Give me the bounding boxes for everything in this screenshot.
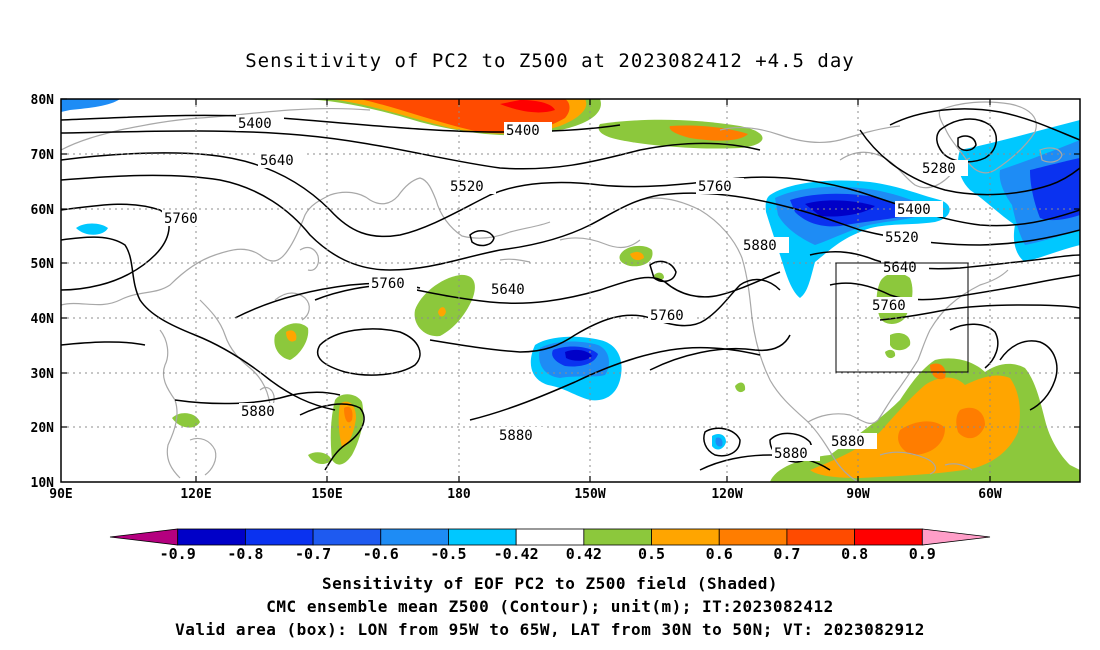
colorbar-swatch (312, 528, 382, 546)
colorbar-swatch (109, 528, 179, 546)
lon-label: 120W (711, 487, 742, 502)
colorbar-label: 0.8 (841, 545, 868, 563)
lon-label: 90W (846, 487, 870, 502)
shade-negative-nw (61, 99, 120, 112)
caption-line-2: CMC ensemble mean Z500 (Contour); unit(m… (266, 597, 834, 616)
colorbar-label: 0.7 (773, 545, 800, 563)
svg-text:5400: 5400 (897, 202, 931, 218)
lat-label: 50N (31, 257, 55, 272)
svg-text:5640: 5640 (491, 282, 525, 298)
svg-text:5760: 5760 (650, 308, 684, 324)
lon-label: 180 (447, 487, 471, 502)
colorbar-swatch (244, 528, 314, 546)
colorbar-swatch (515, 528, 585, 546)
colorbar-swatch (583, 528, 652, 546)
colorbar-label: -0.5 (430, 545, 466, 563)
svg-text:5760: 5760 (872, 298, 906, 314)
colorbar-label: -0.9 (160, 545, 196, 563)
lat-label: 20N (31, 421, 55, 436)
colorbar-label: 0.5 (638, 545, 665, 563)
shade-negative-atl-core (1030, 158, 1080, 221)
sensitivity-shading (61, 99, 1080, 482)
svg-text:5640: 5640 (883, 260, 917, 276)
longitude-labels: 90E 120E 150E 180 150W 120W 90W 60W (49, 487, 1002, 502)
lat-label: 30N (31, 367, 55, 382)
tick-marks (61, 98, 1080, 482)
svg-text:5520: 5520 (450, 179, 484, 195)
chart-title: Sensitivity of PC2 to Z500 at 2023082412… (245, 50, 855, 72)
colorbar-swatch (448, 528, 517, 546)
graticule (61, 99, 1080, 482)
svg-text:5880: 5880 (774, 446, 808, 462)
colorbar-swatch (854, 528, 923, 546)
colorbar-label: -0.6 (363, 545, 399, 563)
shade-positive-japan (274, 323, 309, 360)
latitude-labels: 80N 70N 60N 50N 40N 30N 20N 10N (31, 93, 55, 491)
colorbar-label: 0.9 (909, 545, 936, 563)
svg-text:5880: 5880 (499, 428, 533, 444)
lat-label: 10N (31, 476, 55, 491)
svg-text:5640: 5640 (260, 153, 294, 169)
lon-label: 150W (574, 487, 605, 502)
svg-text:5760: 5760 (371, 276, 405, 292)
caption-line-1: Sensitivity of EOF PC2 to Z500 field (Sh… (322, 574, 778, 593)
svg-text:5280: 5280 (922, 161, 956, 177)
colorbar-swatch (921, 528, 991, 546)
svg-text:5880: 5880 (831, 434, 865, 450)
shade-negative-cp-peak (565, 349, 592, 361)
lat-label: 80N (31, 93, 55, 108)
lat-label: 60N (31, 203, 55, 218)
colorbar-swatch (718, 528, 788, 546)
lon-label: 90E (49, 487, 72, 502)
shade-negative-west (76, 223, 108, 235)
lat-label: 70N (31, 148, 55, 163)
svg-text:5760: 5760 (164, 211, 198, 227)
svg-text:5880: 5880 (743, 238, 777, 254)
shade-positive-arctic-east-core (669, 125, 748, 141)
lon-label: 120E (180, 487, 211, 502)
lon-label: 150E (311, 487, 342, 502)
shade-negative-na-peak (805, 200, 875, 217)
caption-line-3: Valid area (box): LON from 95W to 65W, L… (175, 620, 925, 639)
contour-labels: 5400 5400 5640 5520 5760 5760 5880 5280 … (162, 115, 968, 462)
colorbar: -0.9 -0.8 -0.7 -0.6 -0.5 -0.42 0.42 0.5 0.6 0.7 0.… (109, 528, 991, 563)
map-frame (60, 98, 1081, 483)
svg-text:5880: 5880 (241, 404, 275, 420)
colorbar-swatch (786, 528, 856, 546)
colorbar-label: -0.7 (295, 545, 331, 563)
shade-positive-arctic-peak (500, 100, 555, 113)
colorbar-swatch (380, 528, 449, 546)
colorbar-label: -0.42 (494, 545, 539, 563)
shade-positive-dateline (414, 274, 475, 337)
svg-text:5400: 5400 (506, 123, 540, 139)
svg-text:5520: 5520 (885, 230, 919, 246)
colorbar-label: 0.6 (706, 545, 733, 563)
colorbar-swatch (177, 528, 246, 546)
svg-text:5760: 5760 (698, 179, 732, 195)
svg-text:5400: 5400 (238, 116, 272, 132)
lat-label: 40N (31, 312, 55, 327)
lon-label: 60W (978, 487, 1002, 502)
valid-area-box (835, 262, 969, 373)
colorbar-swatch (651, 528, 720, 546)
colorbar-label: 0.42 (566, 545, 602, 563)
colorbar-label: -0.8 (227, 545, 263, 563)
